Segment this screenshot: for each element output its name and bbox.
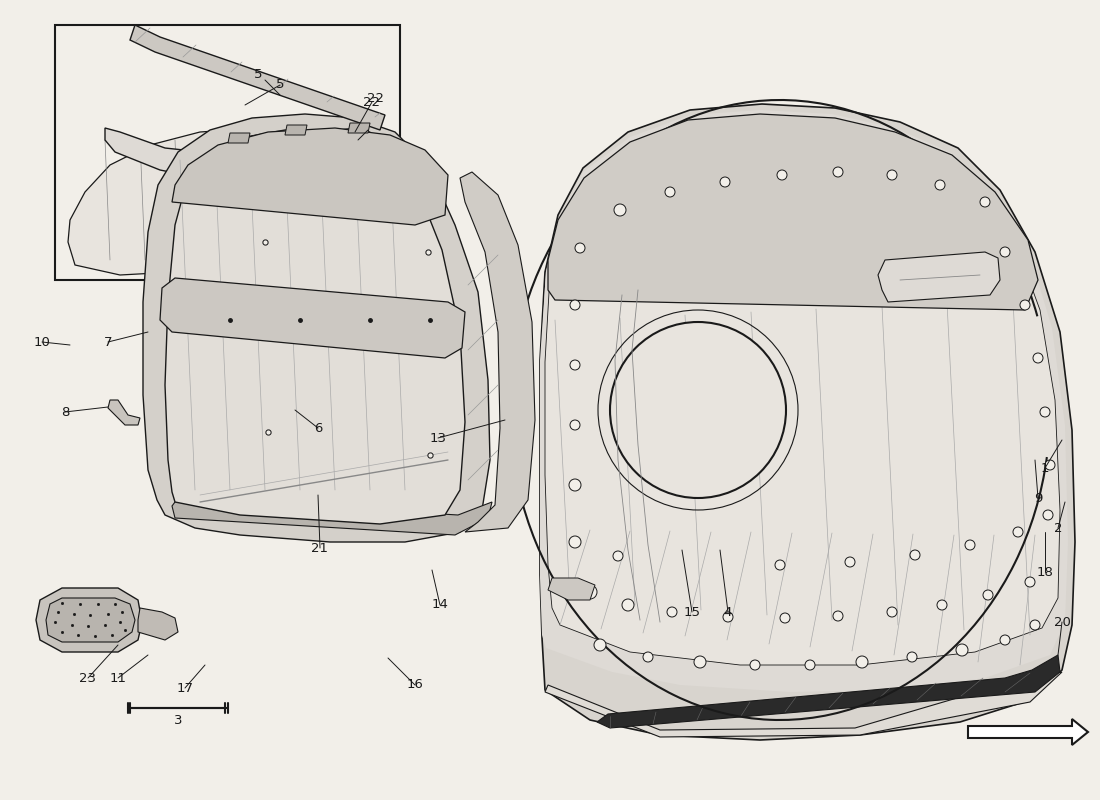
Circle shape	[723, 612, 733, 622]
Circle shape	[1033, 353, 1043, 363]
Circle shape	[1000, 247, 1010, 257]
Circle shape	[583, 585, 597, 599]
Circle shape	[1025, 577, 1035, 587]
Polygon shape	[138, 608, 178, 640]
Circle shape	[1013, 527, 1023, 537]
Circle shape	[621, 599, 634, 611]
Text: 5: 5	[254, 69, 262, 82]
Circle shape	[780, 613, 790, 623]
Text: 20: 20	[1054, 615, 1070, 629]
Text: 11: 11	[110, 671, 126, 685]
Polygon shape	[46, 598, 135, 642]
Circle shape	[720, 177, 730, 187]
Circle shape	[569, 536, 581, 548]
Text: 16: 16	[407, 678, 424, 691]
Circle shape	[570, 420, 580, 430]
Polygon shape	[548, 114, 1038, 310]
Circle shape	[569, 479, 581, 491]
Text: 1: 1	[1041, 462, 1049, 474]
Polygon shape	[172, 498, 492, 535]
Polygon shape	[285, 125, 307, 135]
Circle shape	[965, 540, 975, 550]
Polygon shape	[108, 400, 140, 425]
Circle shape	[887, 607, 896, 617]
Circle shape	[887, 170, 896, 180]
Polygon shape	[544, 122, 1060, 665]
Polygon shape	[540, 110, 1068, 692]
Polygon shape	[36, 588, 142, 652]
Circle shape	[937, 600, 947, 610]
Circle shape	[1045, 460, 1055, 470]
Circle shape	[833, 167, 843, 177]
Circle shape	[667, 607, 676, 617]
Text: 22: 22	[366, 91, 384, 105]
Text: 22: 22	[363, 95, 381, 109]
Circle shape	[570, 360, 580, 370]
Polygon shape	[597, 655, 1060, 728]
Circle shape	[1020, 300, 1030, 310]
Polygon shape	[160, 278, 465, 358]
Circle shape	[644, 652, 653, 662]
Polygon shape	[336, 128, 370, 146]
Polygon shape	[540, 104, 1075, 740]
Text: 17: 17	[176, 682, 194, 694]
Polygon shape	[68, 128, 355, 275]
Text: 23: 23	[79, 671, 97, 685]
Polygon shape	[172, 128, 448, 225]
Text: 2: 2	[1054, 522, 1063, 534]
Text: 6: 6	[314, 422, 322, 434]
Circle shape	[956, 644, 968, 656]
Text: 15: 15	[683, 606, 701, 618]
Circle shape	[805, 660, 815, 670]
Polygon shape	[548, 578, 595, 600]
Text: 9: 9	[1034, 491, 1042, 505]
Polygon shape	[130, 25, 385, 130]
Polygon shape	[544, 672, 1062, 737]
Polygon shape	[143, 114, 490, 542]
Circle shape	[845, 557, 855, 567]
Circle shape	[614, 204, 626, 216]
Circle shape	[570, 300, 580, 310]
Polygon shape	[460, 172, 535, 532]
Polygon shape	[968, 719, 1088, 745]
Circle shape	[666, 187, 675, 197]
FancyBboxPatch shape	[55, 25, 400, 280]
Text: 8: 8	[60, 406, 69, 418]
Circle shape	[856, 656, 868, 668]
Text: 18: 18	[1036, 566, 1054, 578]
Circle shape	[833, 611, 843, 621]
Text: 14: 14	[431, 598, 449, 611]
Circle shape	[1043, 510, 1053, 520]
Circle shape	[694, 656, 706, 668]
Polygon shape	[348, 123, 370, 133]
Circle shape	[1000, 635, 1010, 645]
Circle shape	[575, 243, 585, 253]
Polygon shape	[878, 252, 1000, 302]
Text: 13: 13	[429, 431, 447, 445]
Text: 7: 7	[103, 335, 112, 349]
Circle shape	[1030, 620, 1040, 630]
Circle shape	[908, 652, 917, 662]
Circle shape	[613, 551, 623, 561]
Circle shape	[610, 322, 786, 498]
Text: 10: 10	[34, 335, 51, 349]
Circle shape	[777, 170, 786, 180]
Text: 3: 3	[174, 714, 183, 726]
Circle shape	[594, 639, 606, 651]
Polygon shape	[228, 133, 250, 143]
Circle shape	[750, 660, 760, 670]
Text: 21: 21	[311, 542, 329, 554]
Circle shape	[910, 550, 920, 560]
Circle shape	[935, 180, 945, 190]
Polygon shape	[104, 128, 372, 188]
Circle shape	[1040, 407, 1050, 417]
Circle shape	[980, 197, 990, 207]
Text: 5: 5	[276, 78, 284, 91]
Text: 4: 4	[724, 606, 733, 618]
Circle shape	[983, 590, 993, 600]
Polygon shape	[165, 130, 465, 524]
Circle shape	[776, 560, 785, 570]
